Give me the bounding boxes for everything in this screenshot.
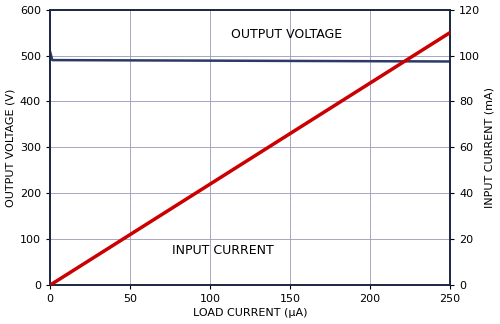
Y-axis label: OUTPUT VOLTAGE (V): OUTPUT VOLTAGE (V)	[6, 88, 16, 207]
Text: INPUT CURRENT: INPUT CURRENT	[172, 244, 274, 257]
X-axis label: LOAD CURRENT (μA): LOAD CURRENT (μA)	[193, 308, 307, 318]
Y-axis label: INPUT CURRENT (mA): INPUT CURRENT (mA)	[484, 87, 494, 208]
Text: OUTPUT VOLTAGE: OUTPUT VOLTAGE	[232, 28, 342, 41]
